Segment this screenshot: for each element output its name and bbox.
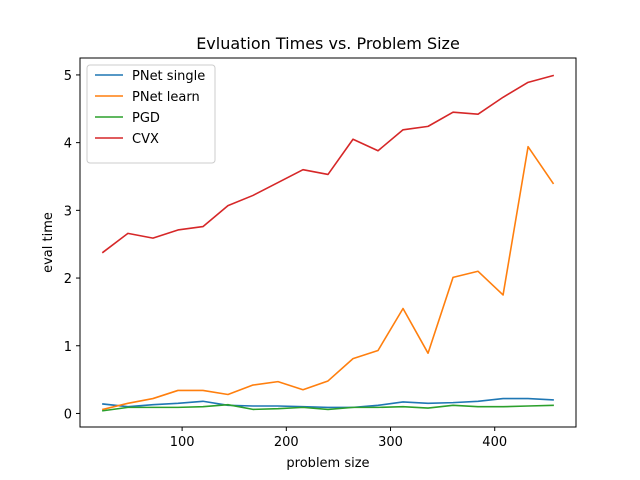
x-axis-ticks: 100 200 300 400 <box>170 427 507 450</box>
y-tick-label: 0 <box>64 407 72 422</box>
y-axis-ticks: 0 1 2 3 4 5 <box>64 69 80 422</box>
x-axis-label: problem size <box>286 456 369 471</box>
series-line-0 <box>102 397 554 409</box>
legend-label-2: PGD <box>132 111 160 126</box>
series-line-1 <box>101 145 555 411</box>
series-line-2 <box>102 403 554 412</box>
x-tick-label: 300 <box>378 435 403 450</box>
legend-label-3: CVX <box>132 132 159 147</box>
plot-frame <box>79 57 577 428</box>
legend-label-1: PNet learn <box>132 90 200 105</box>
y-tick-label: 4 <box>64 137 72 152</box>
legend: PNet single PNet learn PGD CVX <box>86 64 216 164</box>
chart-title: Evluation Times vs. Problem Size <box>196 34 460 53</box>
y-axis-label: eval time <box>41 212 56 273</box>
y-tick-label: 1 <box>64 340 72 355</box>
series-line-3 <box>101 74 555 254</box>
x-tick-label: 400 <box>482 435 507 450</box>
legend-label-0: PNet single <box>132 69 205 84</box>
y-tick-label: 5 <box>64 69 72 84</box>
x-tick-label: 100 <box>170 435 195 450</box>
y-tick-label: 3 <box>64 204 72 219</box>
y-tick-label: 2 <box>64 272 72 287</box>
series-lines <box>101 74 555 412</box>
x-tick-label: 200 <box>274 435 299 450</box>
